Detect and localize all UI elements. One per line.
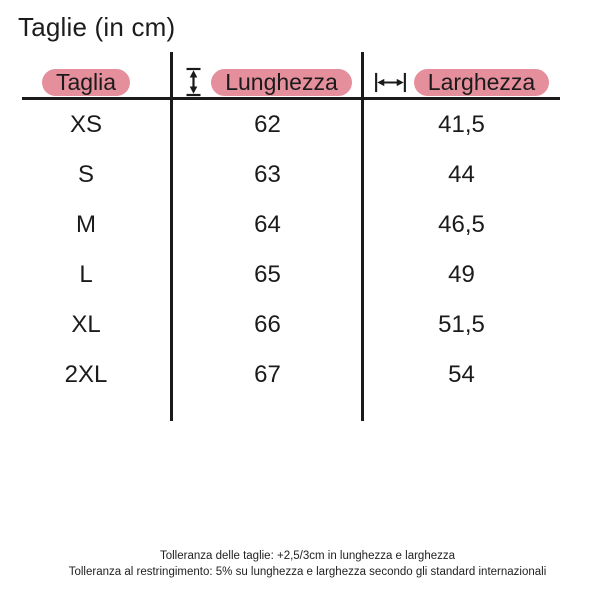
size-cell: S [77,161,94,188]
horizontal-measure-arrow-icon [374,72,406,92]
tolerance-footnotes: Tolleranza delle taglie: +2,5/3cm in lun… [0,548,615,580]
table-row-s: S 63 44 [0,150,560,200]
width-cell: 44 [448,161,475,188]
length-cell: 63 [254,161,281,188]
size-cell: XL [71,311,101,338]
length-cell: 65 [254,261,281,288]
width-cell: 46,5 [438,211,485,238]
length-cell: 62 [254,111,281,138]
vertical-measure-arrow-icon [186,67,201,97]
column-divider-2 [361,52,364,421]
taglia-header-label: Taglia [41,68,131,96]
width-cell: 54 [448,361,475,388]
size-cell: 2XL [64,361,108,388]
width-cell: 49 [448,261,475,288]
footnote-line-2: Tolleranza al restringimento: 5% su lung… [68,566,547,578]
footnote-line-1: Tolleranza delle taglie: +2,5/3cm in lun… [159,550,456,562]
size-cell: M [76,211,96,238]
table-header-row: Taglia Lunghezza [0,66,560,98]
header-underline [22,97,560,100]
table-row-l: L 65 49 [0,250,560,300]
width-cell: 51,5 [438,311,485,338]
header-cell-lunghezza: Lunghezza [172,66,363,98]
table-row-m: M 64 46,5 [0,200,560,250]
table-row-2xl: 2XL 67 54 [0,350,560,400]
larghezza-header-label: Larghezza [413,68,550,96]
table-row-xs: XS 62 41,5 [0,100,560,150]
width-cell: 41,5 [438,111,485,138]
header-cell-larghezza: Larghezza [363,66,560,98]
size-cell: XS [69,111,102,138]
length-cell: 67 [254,361,281,388]
page-title: Taglie (in cm) [18,12,176,42]
table-row-xl: XL 66 51,5 [0,300,560,350]
length-cell: 64 [254,211,281,238]
size-cell: L [79,261,93,288]
column-divider-1 [170,52,173,421]
table-body: XS 62 41,5 S 63 44 M 64 46,5 L 65 49 XL … [0,100,560,400]
length-cell: 66 [254,311,281,338]
header-cell-taglia: Taglia [0,66,172,98]
lunghezza-header-label: Lunghezza [211,68,352,96]
